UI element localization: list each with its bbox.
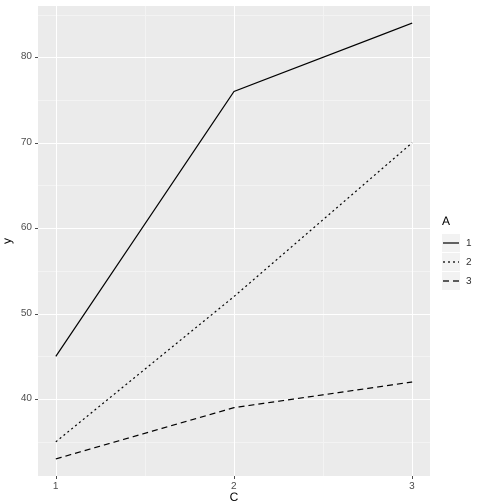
- x-tick-label: 1: [53, 481, 59, 492]
- legend-label: 1: [466, 238, 472, 249]
- series-3: [56, 382, 412, 459]
- y-tick-label: 70: [21, 137, 32, 148]
- series-2: [56, 143, 412, 442]
- legend-key: [442, 272, 460, 290]
- x-tick-label: 3: [409, 481, 415, 492]
- y-tick-mark: [35, 143, 38, 144]
- legend-label: 2: [466, 257, 472, 268]
- y-tick-label: 40: [21, 393, 32, 404]
- legend-key: [442, 234, 460, 252]
- y-tick-label: 50: [21, 308, 32, 319]
- x-tick-mark: [234, 476, 235, 479]
- legend-item: 3: [442, 272, 472, 290]
- legend-title: A: [442, 214, 472, 228]
- legend-item: 1: [442, 234, 472, 252]
- plot-panel: [38, 6, 430, 476]
- x-tick-mark: [412, 476, 413, 479]
- y-tick-label: 80: [21, 51, 32, 62]
- y-tick-mark: [35, 228, 38, 229]
- y-axis-title: y: [0, 238, 14, 244]
- x-tick-mark: [56, 476, 57, 479]
- legend-key: [442, 253, 460, 271]
- legend: A 1 2 3: [442, 214, 472, 291]
- x-axis-title: C: [230, 490, 239, 504]
- series-1: [56, 23, 412, 356]
- figure: { "chart": { "type": "line", "background…: [0, 0, 504, 504]
- legend-label: 3: [466, 276, 472, 287]
- y-tick-mark: [35, 57, 38, 58]
- legend-item: 2: [442, 253, 472, 271]
- y-tick-mark: [35, 314, 38, 315]
- series-lines: [38, 6, 430, 476]
- y-tick-label: 60: [21, 222, 32, 233]
- x-tick-label: 2: [231, 481, 237, 492]
- y-tick-mark: [35, 399, 38, 400]
